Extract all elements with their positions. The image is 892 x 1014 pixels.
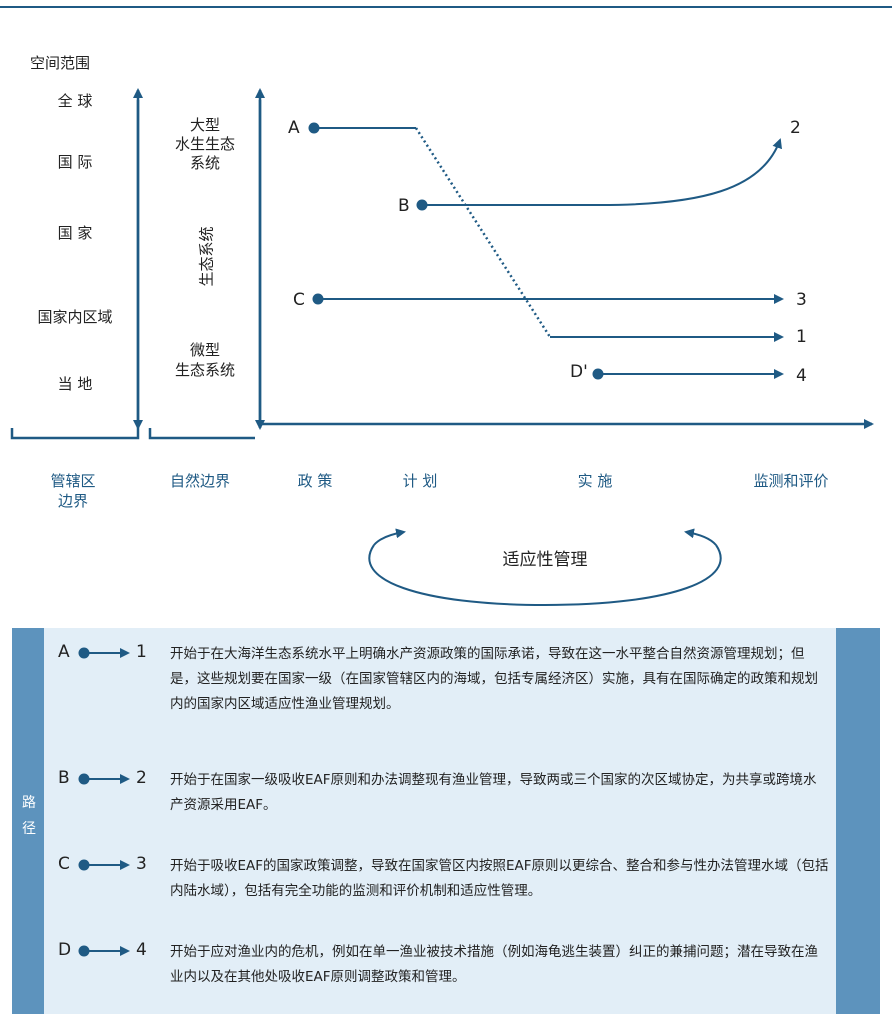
adaptive-cycle-bottom — [368, 544, 722, 607]
path-b-curve — [422, 138, 782, 206]
pathway-b-from: B — [58, 768, 70, 788]
eco-large-l2: 水生生态 — [174, 135, 235, 153]
endpoint-4-label: 4 — [796, 366, 807, 386]
pathway-c-from: C — [58, 854, 70, 874]
pathway-a-from: A — [58, 642, 70, 662]
pathway-b-to: 2 — [136, 768, 147, 788]
pathways-panel — [12, 628, 880, 1014]
endpoint-2-label: 2 — [790, 118, 801, 138]
pathways-side-label-l1: 路 — [22, 795, 36, 811]
bracket-natural — [148, 428, 255, 440]
pathways-panel-side-right — [836, 628, 880, 1014]
label-jurisdiction-l2: 边界 — [57, 492, 88, 510]
label-plan: 计 划 — [402, 472, 438, 490]
pathways-side-label-l2: 径 — [22, 821, 36, 837]
pathway-d-text: 开始于应对渔业内的危机，例如在单一渔业被技术措施（例如海龟逃生装置）纠正的兼捕问… — [170, 944, 818, 985]
pathway-row-a: A 1 开始于在大海洋生态系统水平上明确水产资源政策的国际承诺，导致在这一水平整… — [58, 642, 828, 722]
spatial-scope-title: 空间范围 — [30, 54, 91, 72]
pathway-c-text: 开始于吸收EAF的国家政策调整，导致在国家管区内按照EAF原则以更综合、整合和参… — [170, 858, 829, 899]
pathway-b-arrow-icon — [78, 773, 130, 785]
pathway-a-arrow-icon — [78, 647, 130, 659]
pathway-a-text: 开始于在大海洋生态系统水平上明确水产资源政策的国际承诺，导致在这一水平整合自然资… — [170, 646, 818, 712]
path-a-dotted — [414, 127, 552, 338]
pathway-a-to: 1 — [136, 642, 147, 662]
scope-subnational: 国家内区域 — [37, 308, 113, 326]
label-jurisdiction-l1: 管辖区 — [50, 472, 96, 490]
point-d-label: D' — [570, 362, 588, 382]
adaptive-cycle-right — [684, 528, 717, 546]
label-policy: 政 策 — [297, 472, 333, 490]
pathway-d-to: 4 — [136, 940, 147, 960]
adaptive-management-label: 适应性管理 — [502, 550, 588, 570]
eco-micro-l2: 生态系统 — [174, 361, 235, 379]
scope-global: 全 球 — [57, 92, 93, 110]
adaptive-cycle-left — [373, 528, 406, 546]
pathway-row-b: B 2 开始于在国家一级吸收EAF原则和办法调整现有渔业管理，导致两或三个国家的… — [58, 768, 828, 824]
scope-international: 国 际 — [57, 153, 93, 171]
pathway-d-from: D — [58, 940, 72, 960]
label-monitoring: 监测和评价 — [753, 472, 829, 490]
pathway-d-arrow-icon — [78, 945, 130, 957]
point-a-label: A — [288, 118, 300, 138]
scope-national: 国 家 — [57, 224, 93, 242]
eco-micro-l1: 微型 — [189, 341, 220, 359]
scope-local: 当 地 — [57, 375, 93, 393]
pathway-d-code: D 4 — [58, 940, 158, 962]
pathway-b-text: 开始于在国家一级吸收EAF原则和办法调整现有渔业管理，导致两或三个国家的次区域协… — [170, 772, 817, 813]
point-c-label: C — [293, 290, 305, 310]
pathways-panel-side-left — [12, 628, 44, 1014]
eco-large-l3: 系统 — [189, 154, 220, 172]
eco-large-l1: 大型 — [189, 116, 220, 134]
pathway-a-code: A 1 — [58, 642, 158, 664]
point-b-label: B — [398, 196, 410, 216]
bracket-jurisdiction — [10, 428, 140, 440]
endpoint-3-label: 3 — [796, 290, 807, 310]
label-implementation: 实 施 — [577, 472, 613, 490]
diagram-canvas — [10, 88, 874, 607]
label-natural-boundary: 自然边界 — [169, 472, 230, 490]
pathway-row-c: C 3 开始于吸收EAF的国家政策调整，导致在国家管区内按照EAF原则以更综合、… — [58, 854, 829, 910]
pathway-c-code: C 3 — [58, 854, 158, 876]
top-rule — [0, 6, 892, 8]
pathway-c-to: 3 — [136, 854, 147, 874]
endpoint-1-label: 1 — [796, 327, 807, 347]
pathways-side-label: 路 径 — [18, 790, 40, 842]
pathway-b-code: B 2 — [58, 768, 158, 790]
pathway-row-d: D 4 开始于应对渔业内的危机，例如在单一渔业被技术措施（例如海龟逃生装置）纠正… — [58, 940, 828, 996]
eco-middle-label: 生态系统 — [197, 226, 216, 287]
pathway-c-arrow-icon — [78, 859, 130, 871]
